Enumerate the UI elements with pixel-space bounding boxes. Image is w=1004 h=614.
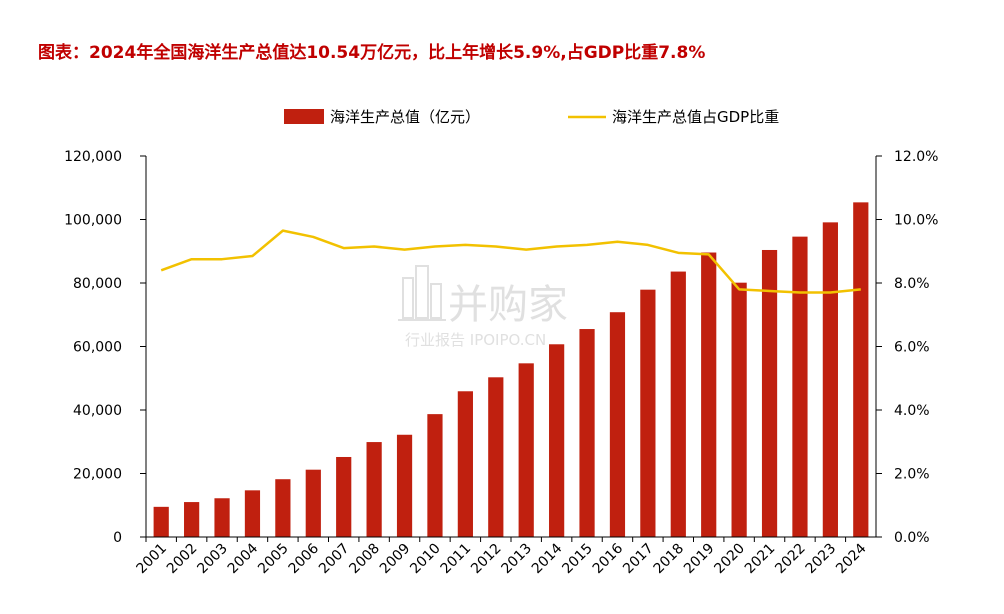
building-icon (398, 265, 446, 321)
x-tick-label: 2006 (286, 540, 323, 577)
bar-2015 (579, 329, 595, 537)
bar-2016 (609, 312, 626, 537)
left-axis-ticks: 0 20,000 40,000 60,000 80,000 100,000 120,000 (64, 149, 146, 546)
x-tick-label: 2017 (620, 541, 657, 578)
right-tick-label: 8.0% (894, 276, 930, 292)
bar-2004 (244, 490, 261, 537)
x-tick-label: 2002 (164, 541, 201, 578)
bar-2019 (701, 252, 717, 537)
x-tick-label: 2014 (529, 540, 566, 577)
bar-2003 (214, 498, 230, 537)
right-axis-ticks: 0.0% 2.0% 4.0% 6.0% 8.0% 10.0% 12.0% (876, 149, 938, 546)
legend-label-bar: 海洋生产总值（亿元） (330, 108, 480, 126)
bar-2007 (336, 456, 352, 537)
bar-2008 (366, 442, 382, 537)
bar-series (153, 202, 869, 538)
watermark-brand: 并购家 (448, 282, 568, 328)
bar-2024 (853, 202, 869, 538)
right-tick-label: 12.0% (894, 149, 938, 165)
right-tick-label: 2.0% (894, 467, 930, 483)
left-tick-label: 100,000 (64, 213, 122, 229)
bar-2014 (549, 344, 565, 537)
left-tick-label: 20,000 (73, 467, 122, 483)
left-tick-label: 40,000 (73, 403, 122, 419)
watermark-logo: 并购家 行业报告 IPOIPO.CN (398, 265, 568, 349)
x-tick-label: 2011 (438, 541, 475, 578)
x-tick-label: 2015 (559, 541, 596, 578)
legend-label-line: 海洋生产总值占GDP比重 (612, 108, 779, 126)
bar-2017 (640, 289, 656, 537)
left-tick-label: 60,000 (73, 340, 122, 356)
x-tick-label: 2023 (803, 541, 840, 578)
bar-2005 (275, 479, 291, 537)
bar-2012 (488, 377, 504, 537)
x-tick-label: 2021 (742, 541, 779, 578)
line-series (160, 229, 861, 294)
x-tick-label: 2020 (711, 541, 748, 578)
bar-2006 (305, 469, 321, 537)
bar-2020 (731, 282, 747, 537)
x-tick-label: 2024 (833, 540, 870, 577)
right-tick-label: 4.0% (894, 403, 930, 419)
x-tick-label: 2004 (225, 540, 262, 577)
bar-2009 (396, 434, 413, 537)
bar-2023 (822, 222, 838, 538)
x-tick-label: 2007 (316, 541, 353, 578)
bar-2010 (427, 414, 443, 537)
x-tick-label: 2005 (255, 541, 292, 578)
x-tick-label: 2001 (134, 541, 171, 578)
bar-2002 (184, 502, 200, 537)
x-tick-label: 2010 (407, 541, 444, 578)
x-tick-label: 2008 (346, 541, 383, 578)
x-tick-label: 2022 (772, 541, 809, 578)
chart-title: 图表：2024年全国海洋生产总值达10.54万亿元，比上年增长5.9%,占GDP… (38, 43, 706, 63)
left-tick-label: 80,000 (73, 276, 122, 292)
bar-2022 (792, 236, 808, 537)
bar-2018 (670, 271, 686, 537)
bar-2021 (761, 249, 778, 538)
right-tick-label: 10.0% (894, 213, 938, 229)
right-tick-label: 0.0% (894, 530, 930, 546)
bar-2013 (518, 363, 534, 537)
legend-swatch-bar (284, 109, 324, 124)
x-tick-label: 2012 (468, 541, 505, 578)
bar-2001 (153, 506, 169, 537)
left-tick-label: 120,000 (64, 149, 122, 165)
x-tick-label: 2018 (651, 541, 688, 578)
x-tick-label: 2019 (681, 541, 718, 578)
x-tick-label: 2013 (499, 541, 536, 578)
left-tick-label: 0 (113, 530, 122, 546)
legend: 海洋生产总值（亿元） 海洋生产总值占GDP比重 (284, 108, 779, 126)
right-tick-label: 6.0% (894, 340, 930, 356)
x-axis-ticks: 2001200220032004200520062007200820092010… (134, 537, 870, 577)
x-tick-label: 2016 (590, 540, 627, 577)
watermark-subtitle: 行业报告 IPOIPO.CN (405, 331, 546, 349)
x-tick-label: 2003 (194, 541, 231, 578)
bar-2011 (457, 391, 473, 537)
gdp-share-line (160, 229, 861, 294)
x-tick-label: 2009 (377, 541, 414, 578)
